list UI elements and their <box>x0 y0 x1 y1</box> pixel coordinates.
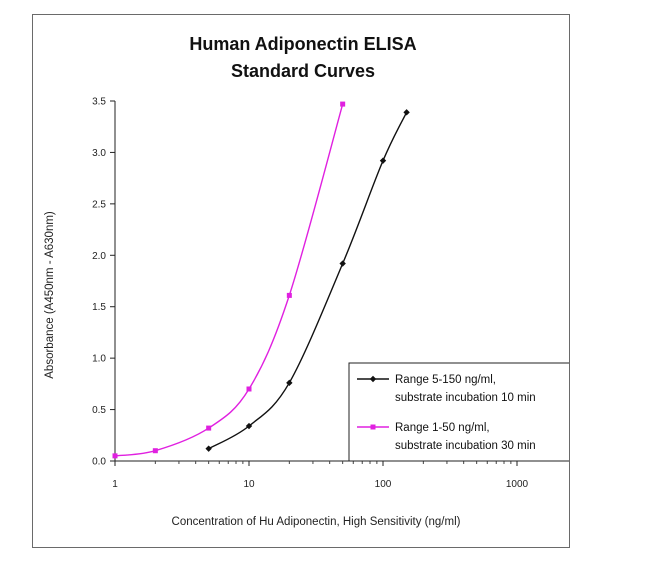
y-axis-label: Absorbance (A450nm - A630nm) <box>44 211 56 379</box>
y-tick-label: 2.5 <box>92 199 106 210</box>
legend: Range 5-150 ng/ml, substrate incubation 1… <box>348 362 569 462</box>
plot-area: 0.0 0.5 1.0 1.5 2.0 2.5 3.0 3.5 1 10 100 1000 <box>92 97 528 491</box>
y-tick-label: 1.5 <box>92 302 106 313</box>
x-tick-label: 100 <box>375 479 392 490</box>
data-point <box>205 445 212 452</box>
y-tick-label: 1.0 <box>92 354 106 365</box>
chart: Human Adiponectin ELISA Standard Curves … <box>44 34 569 528</box>
legend-entry-line-1: Range 1-50 ng/ml, <box>395 422 490 434</box>
data-point <box>246 386 252 392</box>
x-tick-label: 10 <box>243 479 255 490</box>
data-point <box>152 448 158 454</box>
data-point <box>403 109 410 116</box>
data-point <box>112 453 118 459</box>
x-tick-label: 1 <box>112 479 118 490</box>
data-point <box>340 101 346 107</box>
data-point <box>379 157 387 164</box>
series-line <box>114 103 344 457</box>
chart-frame: Human Adiponectin ELISA Standard Curves … <box>32 14 570 548</box>
legend-swatch-marker <box>370 424 376 430</box>
y-tick-label: 3.5 <box>92 97 106 108</box>
legend-entry-line-2: substrate incubation 30 min <box>395 440 536 452</box>
y-tick-label: 0.5 <box>92 405 106 416</box>
legend-entry-line-2: substrate incubation 10 min <box>395 392 536 404</box>
y-tick-label: 0.0 <box>92 457 106 468</box>
chart-title-line-1: Human Adiponectin ELISA <box>189 34 416 54</box>
data-point <box>286 379 293 387</box>
series-2 <box>112 101 346 459</box>
series-1 <box>205 109 410 452</box>
y-tick-label: 2.0 <box>92 251 106 262</box>
legend-entry-line-1: Range 5-150 ng/ml, <box>395 374 496 386</box>
legend-swatch-marker <box>369 375 377 383</box>
data-point <box>286 292 292 298</box>
x-axis-label: Concentration of Hu Adiponectin, High Se… <box>172 516 461 528</box>
x-tick-label: 1000 <box>506 479 529 490</box>
y-tick-label: 3.0 <box>92 148 106 159</box>
data-point <box>339 260 346 267</box>
chart-title-line-2: Standard Curves <box>231 61 375 81</box>
data-point <box>245 422 253 430</box>
data-point <box>206 425 212 431</box>
